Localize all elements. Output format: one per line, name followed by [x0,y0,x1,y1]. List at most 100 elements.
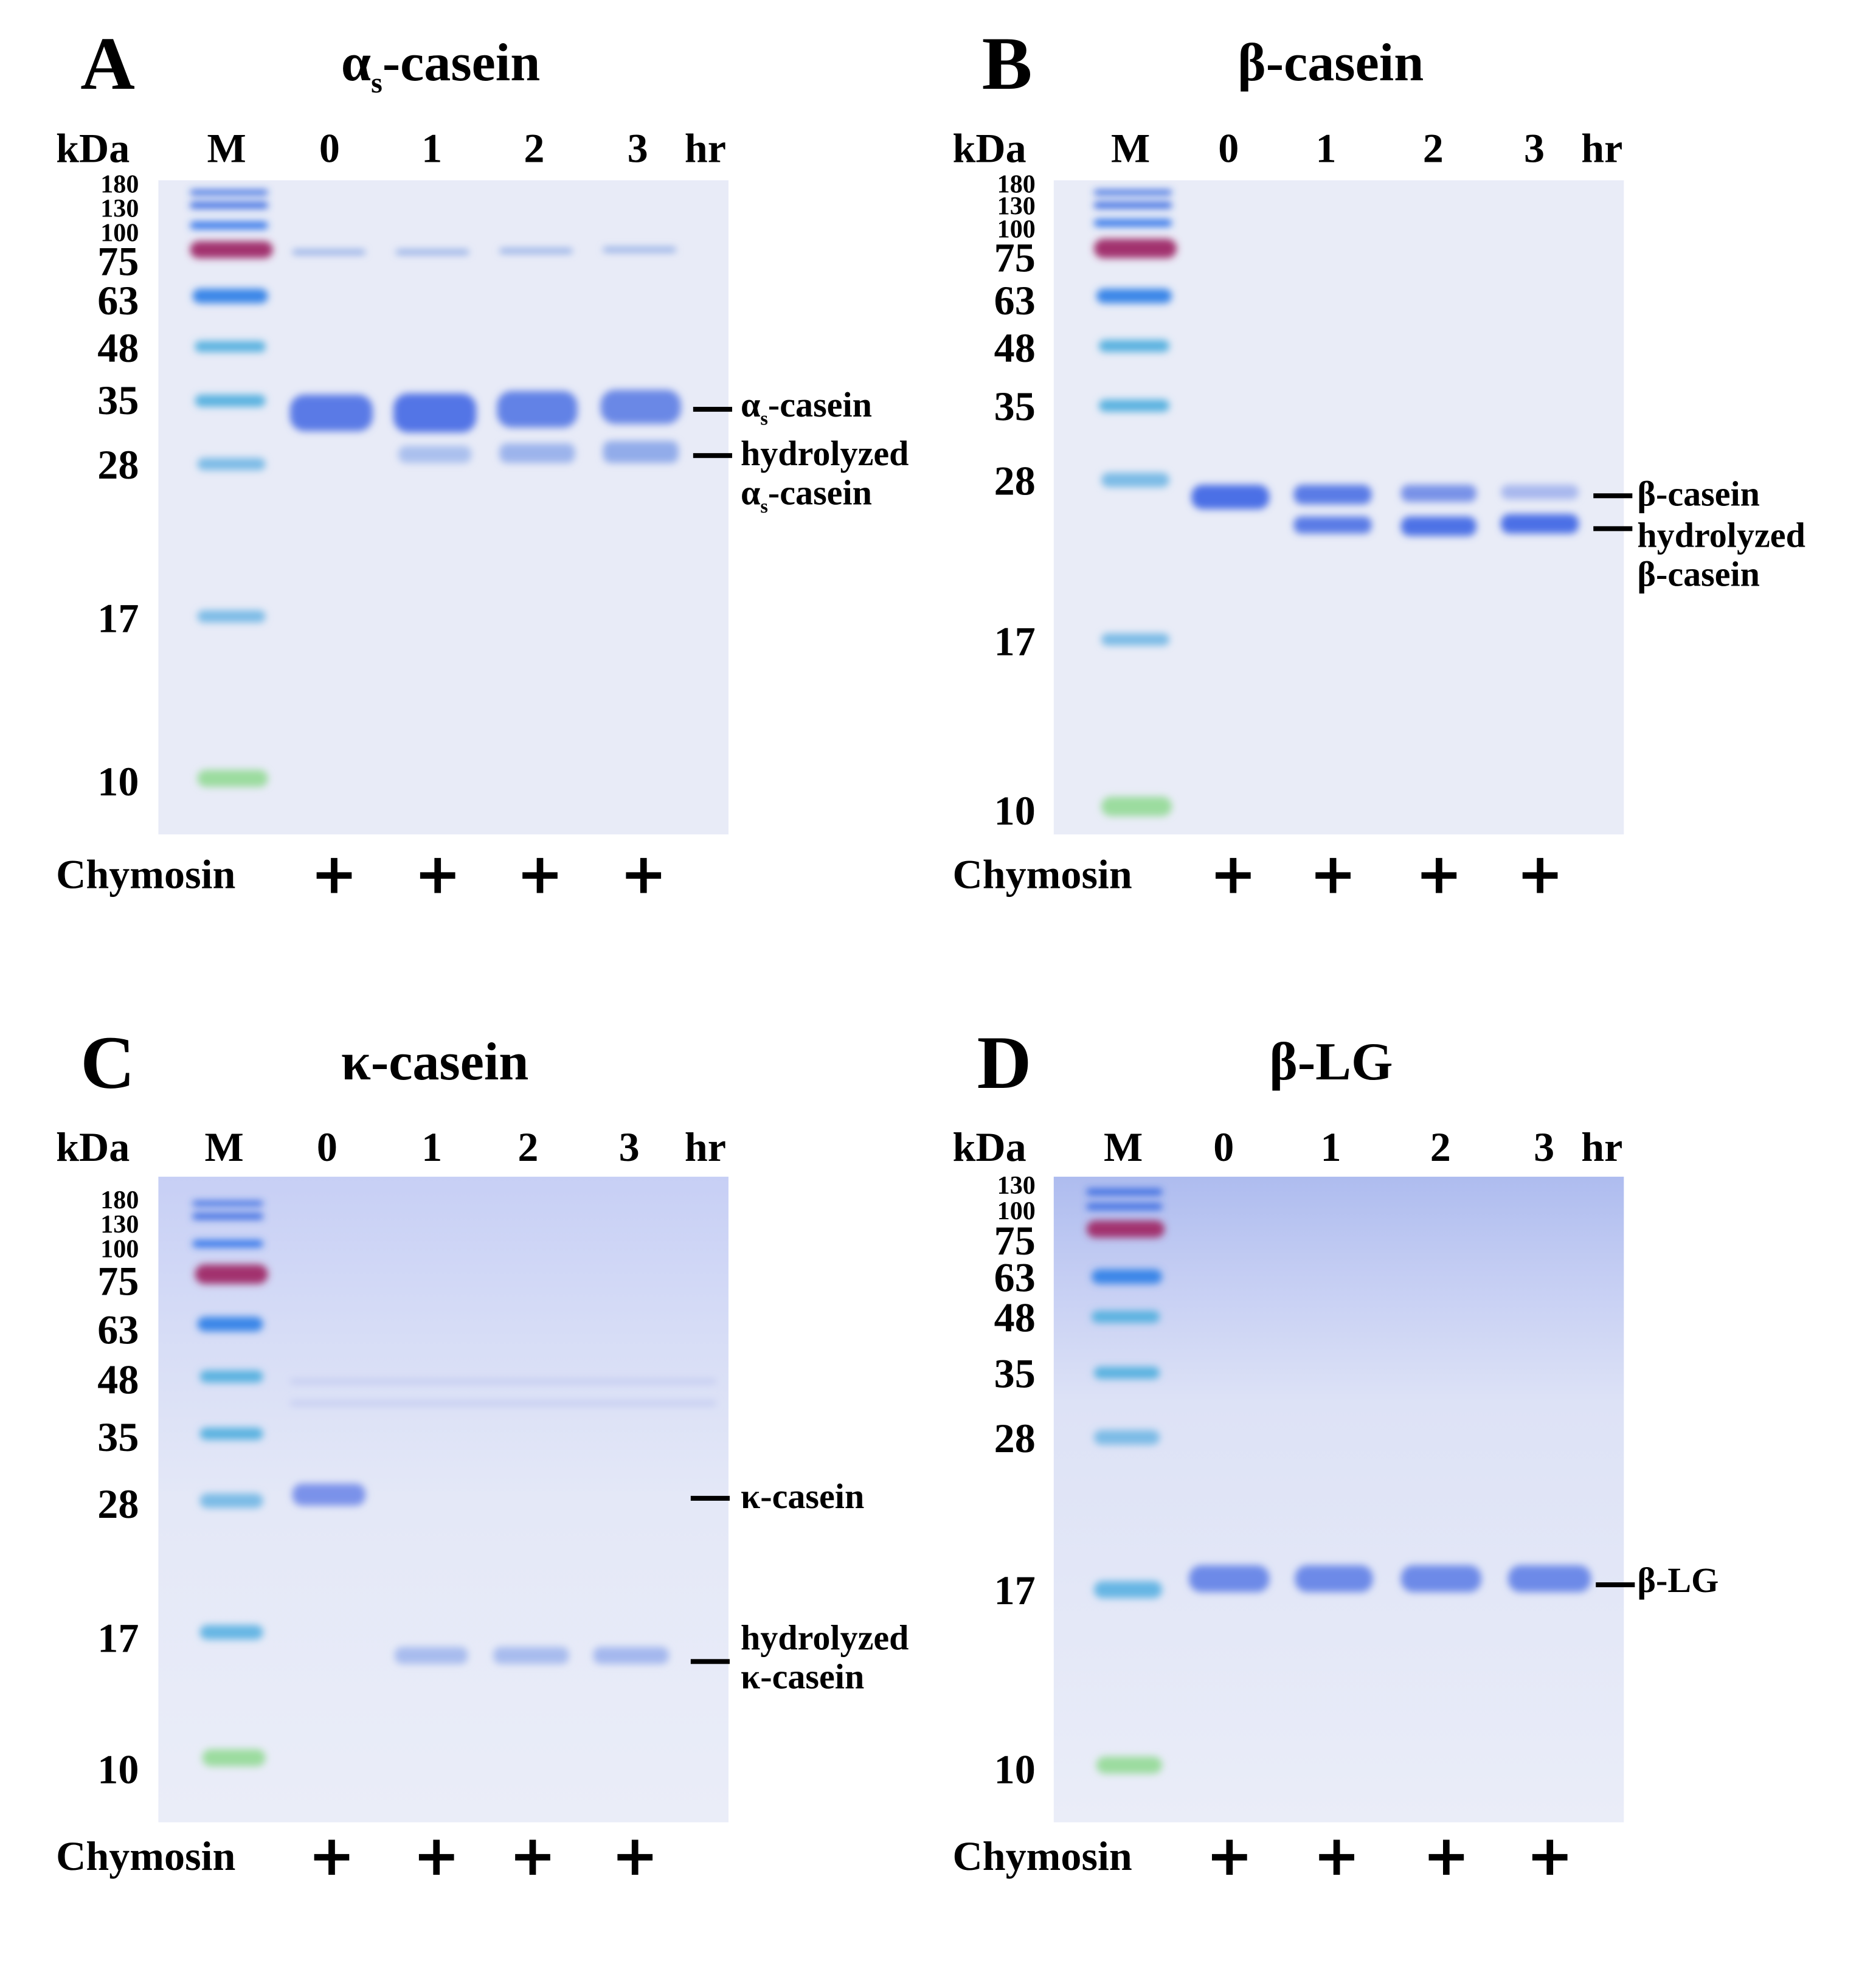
lane-label-3: 3 [618,1125,640,1171]
hydrolyzed-band-1 [1293,516,1372,534]
treatment-mark: + [1526,1822,1574,1888]
time-unit-label: hr [684,1125,726,1171]
mw-marker-100: 100 [100,1234,139,1264]
panel-title-main: α [341,33,372,93]
mw-marker-100: 100 [997,1196,1036,1226]
ladder-band [192,1201,263,1206]
panel-letter: A [80,23,135,106]
lane-label-marker: M [204,1125,244,1171]
band-label-beta-lg: β-LG [1637,1562,1719,1601]
axis-unit-label: kDa [56,1125,130,1171]
mw-marker-130: 130 [997,1171,1036,1200]
faint-band [292,249,365,255]
ladder-band [1093,238,1177,258]
treatment-mark: + [310,840,358,907]
ladder-band [1091,1269,1163,1284]
mw-marker-35: 35 [97,378,139,424]
mw-marker-130: 130 [997,191,1036,221]
band-label-rest: -casein [767,474,872,513]
band-indicator [1593,493,1633,499]
ladder-band [1093,190,1172,195]
lane-label-3: 3 [1524,126,1545,172]
ladder-band [192,1240,263,1248]
treatment-mark: + [414,840,462,907]
mw-marker-63: 63 [994,279,1036,324]
mw-marker-130: 130 [100,1210,139,1239]
beta-lg-band-0 [1189,1565,1270,1593]
treatment-mark: + [1415,840,1462,907]
hydrolyzed-band-3 [1501,514,1579,534]
panel-letter: B [981,23,1033,106]
treatment-label: Chymosin [56,853,236,898]
ladder-band [190,202,268,209]
band-label-line2: β-casein [1637,555,1760,595]
mw-marker-10: 10 [97,1748,139,1793]
marker-ladder [1086,1189,1165,1774]
mw-marker-35: 35 [994,1352,1036,1397]
lane-label-2: 2 [1422,126,1444,172]
band-label-line1: hydrolyzed [1637,516,1805,556]
lane-label-1: 1 [1315,126,1337,172]
axis-unit-label: kDa [952,1125,1026,1171]
mw-marker-180: 180 [997,169,1036,199]
mw-marker-10: 10 [97,760,139,806]
mw-marker-28: 28 [994,1416,1036,1462]
ladder-band [1098,400,1170,412]
panel-title: β-LG [1269,1031,1393,1092]
mw-marker-28: 28 [994,459,1036,505]
treatment-mark: + [1313,1822,1360,1888]
ladder-band [1086,1189,1163,1196]
mw-marker-48: 48 [994,1296,1036,1341]
alpha-s-casein-band-1 [393,393,477,433]
faint-band [289,1379,716,1384]
ladder-band [197,1317,263,1332]
band-label-line1: hydrolyzed [740,435,909,474]
band-label-hydrolyzed: hydrolyzed κ-casein [741,1619,909,1698]
panel-letter: C [80,1022,135,1105]
ladder-band [1093,202,1172,209]
band-label-subscript: s [760,496,768,517]
ladder-band [190,221,268,229]
mw-marker-35: 35 [994,384,1036,431]
lane-label-marker: M [207,126,246,172]
panel-a: A αs-casein kDa M 0 1 2 3 hr 180 130 100… [0,0,938,967]
panel-title-rest: -casein [382,33,541,93]
kappa-casein-band-0 [292,1483,365,1506]
treatment-mark: + [516,840,564,907]
ladder-band [197,610,266,623]
lane-label-2: 2 [517,1125,539,1171]
beta-casein-band-2 [1400,485,1476,502]
ladder-band [192,288,268,303]
marker-ladder [190,190,273,787]
lane-label-1: 1 [1320,1125,1341,1171]
gel-image [1053,1177,1624,1822]
ladder-band [1101,472,1170,488]
gel-background [158,180,729,835]
panel-title: κ-casein [341,1031,529,1092]
ladder-band [199,1625,263,1640]
mw-marker-17: 17 [994,620,1036,665]
lane-label-1: 1 [421,1125,443,1171]
treatment-mark: + [620,840,667,907]
marker-ladder [192,1201,268,1767]
lane-label-2: 2 [524,126,545,172]
mw-marker-10: 10 [994,1748,1036,1793]
sample-bands [1189,1565,1591,1593]
ladder-band [190,190,268,195]
treatment-mark: + [1309,840,1357,907]
hydrolyzed-band-2 [499,443,575,463]
mw-marker-75: 75 [97,240,139,285]
hydrolyzed-band-3 [603,441,679,463]
sample-bands [289,1379,716,1664]
hydrolyzed-band-1 [395,1647,468,1664]
mw-marker-48: 48 [97,326,139,372]
ladder-band [1101,633,1170,646]
marker-ladder [1093,190,1177,817]
band-label-kappa-casein: κ-casein [740,1477,865,1517]
gel-image [158,180,729,835]
treatment-mark: + [1422,1822,1470,1888]
panel-letter: D [977,1022,1032,1105]
panel-title-subscript: s [371,67,382,100]
beta-casein-band-1 [1293,485,1372,505]
alpha-s-casein-band-3 [600,390,681,424]
